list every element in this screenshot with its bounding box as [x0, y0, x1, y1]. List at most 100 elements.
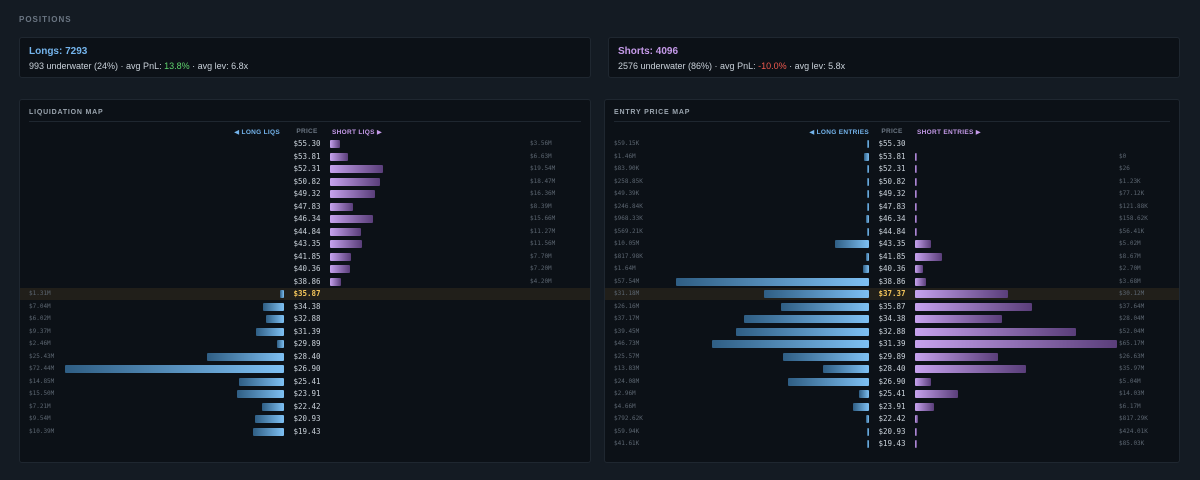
- short-bar: [915, 365, 1027, 373]
- price-level: $35.87: [293, 289, 321, 298]
- long-bar: [863, 265, 869, 273]
- price-level: $34.38: [878, 314, 906, 323]
- long-bar: [853, 402, 869, 411]
- long-value: $1.46M: [614, 152, 636, 160]
- divider: [614, 121, 1170, 122]
- price-level: $31.39: [293, 326, 321, 336]
- long-value: $4.66M: [614, 402, 636, 410]
- price-level: $46.34: [293, 214, 321, 223]
- price-row: $49.39K $49.32 $77.12K: [605, 188, 1179, 200]
- short-bar: [915, 427, 917, 436]
- price-row: $83.90K $52.31 $26: [605, 163, 1179, 175]
- short-value: $6.63M: [530, 152, 552, 160]
- price-row: $43.35 $11.56M: [20, 238, 590, 250]
- price-row: $10.39M $19.43: [20, 426, 590, 438]
- short-value: $15.66M: [530, 215, 556, 222]
- price-level: $43.35: [293, 239, 321, 248]
- shorts-title: Shorts: 4096: [618, 46, 679, 57]
- price-level: $26.90: [293, 364, 321, 373]
- price-row: $792.62K $22.42 $817.29K: [605, 413, 1179, 425]
- price-level: $53.81: [878, 151, 906, 161]
- short-liqs-header: SHORT LIQS ▶: [332, 129, 383, 136]
- long-value: $10.39M: [29, 427, 55, 435]
- price-level: $32.88: [878, 326, 906, 336]
- long-bar: [265, 315, 284, 323]
- long-bar: [867, 227, 869, 236]
- long-value: $968.33K: [614, 215, 643, 222]
- long-value: $817.98K: [614, 252, 643, 260]
- long-value: $24.08M: [614, 377, 640, 385]
- longs-underwater: 993 underwater (24%) · avg PnL:: [29, 61, 165, 71]
- price-level: $49.32: [878, 189, 906, 198]
- price-level: $47.83: [293, 201, 321, 211]
- long-value: $46.73M: [614, 340, 640, 347]
- short-bar: [915, 440, 917, 448]
- price-row: $1.46M $53.81 $0: [605, 151, 1179, 163]
- long-bar: [207, 352, 284, 361]
- short-value: $18.47M: [530, 177, 556, 185]
- price-level: $38.86: [293, 276, 321, 286]
- price-row: $7.04M $34.38: [20, 301, 590, 313]
- price-row: $25.43M $28.40: [20, 351, 590, 363]
- price-level: $29.89: [293, 339, 321, 348]
- short-value: $5.02M: [1119, 240, 1141, 247]
- long-value: $37.17M: [614, 315, 640, 322]
- price-level: $23.91: [293, 389, 321, 398]
- short-bar: [330, 177, 381, 186]
- price-level: $19.43: [293, 426, 321, 436]
- price-row: $258.85K $50.82 $1.23K: [605, 176, 1179, 188]
- price-row: $59.15K $55.30: [605, 138, 1179, 150]
- long-bar: [866, 252, 869, 261]
- price-level: $32.88: [293, 314, 321, 323]
- price-row: $40.36 $7.20M: [20, 263, 590, 275]
- price-level: $25.41: [293, 376, 321, 386]
- price-row: $246.84K $47.83 $121.88K: [605, 201, 1179, 213]
- longs-title: Longs: 7293: [29, 46, 88, 57]
- long-value: $83.90K: [614, 165, 640, 172]
- short-value: $56.41K: [1119, 227, 1145, 235]
- short-value: $85.03K: [1119, 440, 1145, 447]
- short-value: $0: [1119, 152, 1127, 160]
- long-liqs-header: ◀ LONG LIQS: [234, 129, 280, 136]
- long-bar: [280, 290, 284, 298]
- price-row: $7.21M $22.42: [20, 401, 590, 413]
- short-bar: [330, 202, 353, 211]
- short-bar: [330, 277, 342, 286]
- longs-lev: · avg lev: 6.8x: [189, 61, 249, 71]
- long-value: $31.18M: [614, 290, 640, 297]
- price-row: $53.81 $6.63M: [20, 151, 590, 163]
- short-value: $77.12K: [1119, 190, 1145, 197]
- short-bar: [915, 290, 1009, 298]
- price-header: PRICE: [881, 128, 903, 135]
- short-bar: [915, 302, 1032, 311]
- price-row: $1.64M $40.36 $2.70M: [605, 263, 1179, 275]
- short-bar: [330, 265, 350, 273]
- price-level: $34.38: [293, 301, 321, 311]
- long-value: $569.21K: [614, 227, 643, 235]
- price-level: $35.87: [878, 301, 906, 311]
- short-value: $52.04M: [1119, 327, 1145, 335]
- short-bar: [915, 277, 927, 286]
- price-row: $10.05M $43.35 $5.02M: [605, 238, 1179, 250]
- long-bar: [867, 140, 869, 148]
- price-row: $817.98K $41.85 $8.67M: [605, 251, 1179, 263]
- short-bar: [915, 165, 917, 173]
- entry-price-map-title: ENTRY PRICE MAP: [614, 109, 691, 116]
- long-bar: [867, 190, 869, 198]
- long-bar: [276, 340, 284, 348]
- long-bar: [262, 302, 284, 311]
- short-value: $14.03M: [1119, 390, 1145, 397]
- short-value: $11.27M: [530, 227, 556, 235]
- short-bar: [330, 240, 362, 248]
- short-bar: [915, 402, 935, 411]
- price-level: $44.84: [878, 226, 906, 236]
- price-row: $38.86 $4.20M: [20, 276, 590, 288]
- short-value: $4.20M: [530, 277, 552, 285]
- price-row: $55.30 $3.56M: [20, 138, 590, 150]
- price-row: $72.44M $26.90: [20, 363, 590, 375]
- price-level: $28.40: [293, 351, 321, 361]
- long-bar: [783, 352, 869, 361]
- long-value: $59.15K: [614, 140, 640, 147]
- long-value: $26.16M: [614, 302, 640, 310]
- short-value: $3.68M: [1119, 277, 1141, 285]
